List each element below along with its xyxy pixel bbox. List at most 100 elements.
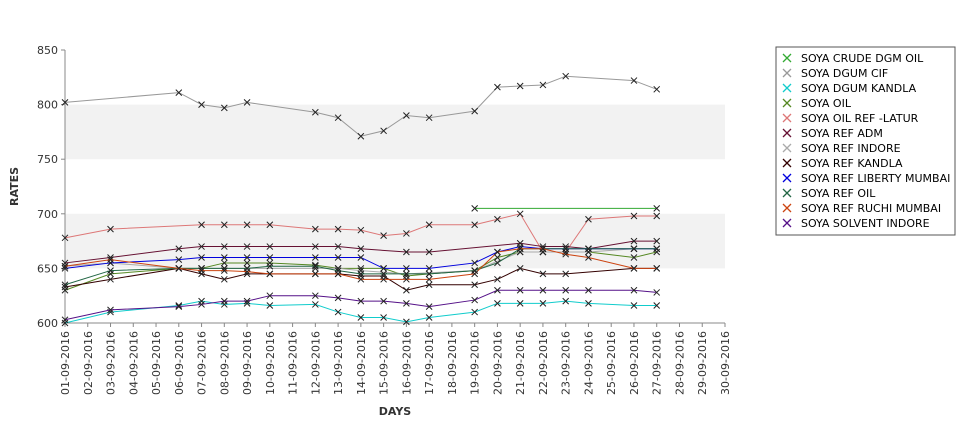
legend: SOYA CRUDE DGM OIL SOYA DGUM CIF SOYA DGUM… bbox=[775, 46, 956, 236]
data-point-marker bbox=[266, 221, 274, 229]
data-point-marker bbox=[425, 114, 433, 122]
data-point-marker bbox=[630, 302, 638, 309]
x-tick-label: 26-09-2016 bbox=[628, 331, 641, 395]
data-point-marker bbox=[357, 314, 365, 321]
x-tick-label: 22-09-2016 bbox=[537, 331, 550, 395]
data-point-marker bbox=[653, 302, 661, 309]
x-tick-label: 15-09-2016 bbox=[378, 331, 391, 395]
x-tick-label: 07-09-2016 bbox=[196, 331, 209, 395]
data-point-marker bbox=[425, 270, 433, 278]
data-point-marker bbox=[311, 254, 319, 261]
data-point-marker bbox=[107, 256, 114, 264]
x-tick-label: 05-09-2016 bbox=[150, 331, 163, 395]
data-point-marker bbox=[220, 301, 228, 308]
data-point-marker bbox=[494, 254, 501, 261]
x-axis-ticks: 01-09-2016 02-09-2016 03-09-2016 04-09-2016… bbox=[59, 323, 732, 395]
data-point-marker bbox=[425, 265, 433, 272]
legend-label: SOYA OIL REF -LATUR bbox=[801, 112, 919, 125]
legend-label: SOYA CRUDE DGM OIL bbox=[801, 52, 924, 65]
data-point-marker bbox=[425, 314, 433, 321]
y-tick-label: 700 bbox=[37, 208, 58, 221]
data-point-marker bbox=[311, 292, 319, 300]
data-point-marker bbox=[471, 259, 479, 267]
data-point-marker bbox=[630, 286, 638, 294]
data-point-marker bbox=[539, 245, 547, 253]
x-tick-label: 08-09-2016 bbox=[218, 331, 231, 395]
data-point-marker bbox=[175, 265, 183, 272]
data-point-marker bbox=[380, 127, 387, 135]
y-axis-ticks: 600 650 700 750 800 850 bbox=[37, 44, 65, 330]
data-point-marker bbox=[357, 245, 365, 253]
data-point-marker bbox=[198, 297, 205, 305]
data-point-marker bbox=[311, 301, 319, 308]
data-point-marker bbox=[175, 89, 183, 96]
data-point-marker bbox=[220, 297, 228, 305]
data-point-marker bbox=[539, 270, 547, 278]
data-point-marker bbox=[516, 299, 524, 307]
data-point-marker bbox=[494, 248, 501, 256]
data-point-marker bbox=[539, 299, 547, 307]
data-point-marker bbox=[562, 270, 570, 278]
data-point-marker bbox=[562, 297, 570, 305]
data-point-marker bbox=[357, 226, 365, 234]
data-point-marker bbox=[107, 259, 114, 267]
plot-band bbox=[65, 104, 725, 160]
data-point-marker bbox=[266, 259, 274, 267]
data-point-marker bbox=[403, 112, 410, 119]
data-point-marker bbox=[380, 232, 387, 239]
legend-label: SOYA REF ADM bbox=[801, 127, 883, 140]
data-point-marker bbox=[403, 270, 410, 278]
data-point-marker bbox=[630, 265, 638, 272]
data-point-marker bbox=[471, 281, 479, 289]
data-point-marker bbox=[61, 316, 69, 324]
x-tick-label: 12-09-2016 bbox=[309, 331, 322, 395]
data-point-marker bbox=[562, 72, 570, 80]
data-point-marker bbox=[562, 250, 570, 258]
data-point-marker bbox=[61, 283, 69, 291]
x-tick-label: 13-09-2016 bbox=[332, 331, 345, 395]
legend-label: SOYA DGUM CIF bbox=[801, 67, 888, 80]
data-point-marker bbox=[334, 225, 342, 233]
legend-marker bbox=[782, 188, 792, 198]
data-point-marker bbox=[334, 114, 342, 122]
data-point-marker bbox=[494, 215, 501, 223]
data-point-marker bbox=[653, 265, 661, 272]
data-point-marker bbox=[107, 270, 114, 278]
series-line bbox=[64, 240, 657, 264]
data-point-marker bbox=[198, 243, 205, 250]
data-point-marker bbox=[380, 314, 387, 321]
data-point-marker bbox=[61, 281, 69, 289]
data-point-marker bbox=[311, 261, 319, 269]
data-point-marker bbox=[653, 85, 661, 93]
data-point-marker bbox=[403, 248, 410, 256]
data-point-marker bbox=[334, 308, 342, 316]
legend-marker bbox=[782, 158, 792, 168]
data-point-marker bbox=[403, 299, 410, 307]
x-tick-label: 18-09-2016 bbox=[446, 331, 459, 395]
data-point-marker bbox=[380, 270, 387, 278]
data-point-marker bbox=[585, 248, 592, 256]
data-point-marker bbox=[471, 107, 479, 115]
data-point-marker bbox=[425, 303, 433, 310]
data-point-marker bbox=[175, 245, 183, 253]
data-point-marker bbox=[403, 230, 410, 237]
data-point-marker bbox=[220, 243, 228, 250]
legend-label: SOYA REF RUCHI MUMBAI bbox=[801, 202, 941, 215]
series-group bbox=[61, 286, 661, 324]
x-tick-label: 06-09-2016 bbox=[173, 331, 186, 395]
data-point-marker bbox=[539, 248, 547, 256]
data-point-marker bbox=[266, 302, 274, 309]
data-point-marker bbox=[61, 234, 69, 242]
data-point-marker bbox=[198, 301, 205, 308]
plot-bands bbox=[65, 104, 725, 269]
data-point-marker bbox=[198, 267, 205, 274]
data-point-marker bbox=[585, 299, 592, 307]
series-group bbox=[471, 204, 661, 212]
x-tick-label: 03-09-2016 bbox=[105, 331, 118, 395]
data-point-marker bbox=[653, 204, 661, 212]
x-tick-label: 19-09-2016 bbox=[469, 331, 482, 395]
legend-marker bbox=[782, 68, 792, 78]
data-point-marker bbox=[585, 254, 592, 261]
data-point-marker bbox=[471, 270, 479, 278]
x-tick-label: 10-09-2016 bbox=[264, 331, 277, 395]
